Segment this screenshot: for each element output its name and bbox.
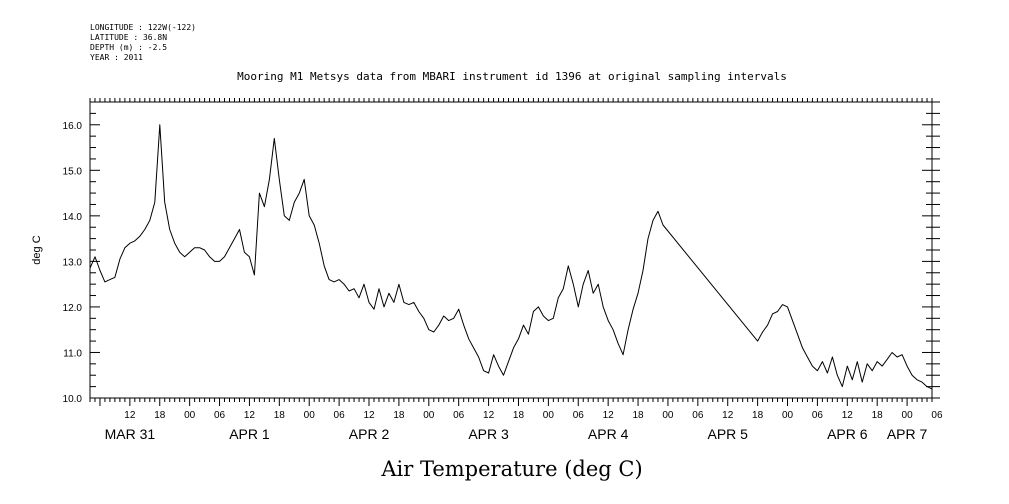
axis-ticks <box>89 98 940 406</box>
x-axis-title: Air Temperature (deg C) <box>380 457 642 481</box>
x-day-label: APR 4 <box>588 426 629 442</box>
x-hour-label: 00 <box>662 410 674 421</box>
x-hour-label: 06 <box>812 410 824 421</box>
meta-line-depth: DEPTH (m) : -2.5 <box>90 43 167 52</box>
chart-title: Mooring M1 Metsys data from MBARI instru… <box>237 70 787 83</box>
y-tick-label: 11.0 <box>63 348 82 359</box>
temperature-line <box>89 124 933 390</box>
x-day-label: APR 3 <box>468 426 509 442</box>
meta-line-longitude: LONGITUDE : 122W(-122) <box>90 23 196 32</box>
x-hour-label: 00 <box>423 410 435 421</box>
x-hour-label: 12 <box>124 410 136 421</box>
x-hour-label: 06 <box>692 410 704 421</box>
x-hour-label: 12 <box>722 410 734 421</box>
x-hour-label: 00 <box>543 410 555 421</box>
x-day-label: APR 5 <box>707 426 748 442</box>
x-day-label: APR 1 <box>229 426 270 442</box>
y-tick-label: 15.0 <box>63 166 83 177</box>
x-day-label: APR 6 <box>827 426 868 442</box>
x-hour-label: 00 <box>304 410 316 421</box>
x-hour-label: 06 <box>214 410 226 421</box>
x-hour-label: 18 <box>752 410 764 421</box>
y-axis-label: deg C <box>31 235 43 264</box>
x-day-label: APR 2 <box>349 426 390 442</box>
data-series <box>89 124 933 390</box>
x-hour-label: 00 <box>902 410 914 421</box>
x-day-label: APR 7 <box>887 426 928 442</box>
x-hour-label: 18 <box>513 410 525 421</box>
meta-line-year: YEAR : 2011 <box>90 53 143 62</box>
x-hour-label: 12 <box>363 410 375 421</box>
y-tick-label: 13.0 <box>63 257 83 268</box>
x-hour-label: 12 <box>603 410 615 421</box>
x-hour-label: 06 <box>573 410 585 421</box>
y-tick-label: 12.0 <box>63 303 83 314</box>
x-hour-label: 12 <box>244 410 256 421</box>
meta-line-latitude: LATITUDE : 36.8N <box>90 33 167 42</box>
x-hour-label: 00 <box>782 410 794 421</box>
x-hour-label: 12 <box>483 410 495 421</box>
x-hour-label: 18 <box>154 410 166 421</box>
station-metadata: LONGITUDE : 122W(-122) LATITUDE : 36.8N … <box>90 23 196 62</box>
x-day-label: MAR 31 <box>105 426 156 442</box>
x-hour-label: 18 <box>632 410 644 421</box>
y-tick-label: 14.0 <box>63 212 83 223</box>
x-hour-label: 18 <box>274 410 286 421</box>
y-tick-labels: 10.0 11.0 12.0 13.0 14.0 15.0 16.0 <box>63 121 83 405</box>
y-tick-label: 16.0 <box>63 121 83 132</box>
x-hour-label: 12 <box>842 410 854 421</box>
x-hour-label: 06 <box>453 410 465 421</box>
x-day-labels: MAR 31 APR 1 APR 2 APR 3 APR 4 APR 5 APR 6 APR … <box>105 426 928 442</box>
x-hour-label: 18 <box>872 410 884 421</box>
x-hour-tick-labels: 12 18 00 06 12 18 00 06 12 18 00 06 12 18 00 06 12 18 00 06… <box>124 410 943 421</box>
y-tick-label: 10.0 <box>63 394 83 405</box>
x-hour-label: 06 <box>334 410 346 421</box>
x-hour-label: 00 <box>184 410 196 421</box>
x-hour-label: 06 <box>931 410 943 421</box>
x-hour-label: 18 <box>393 410 405 421</box>
